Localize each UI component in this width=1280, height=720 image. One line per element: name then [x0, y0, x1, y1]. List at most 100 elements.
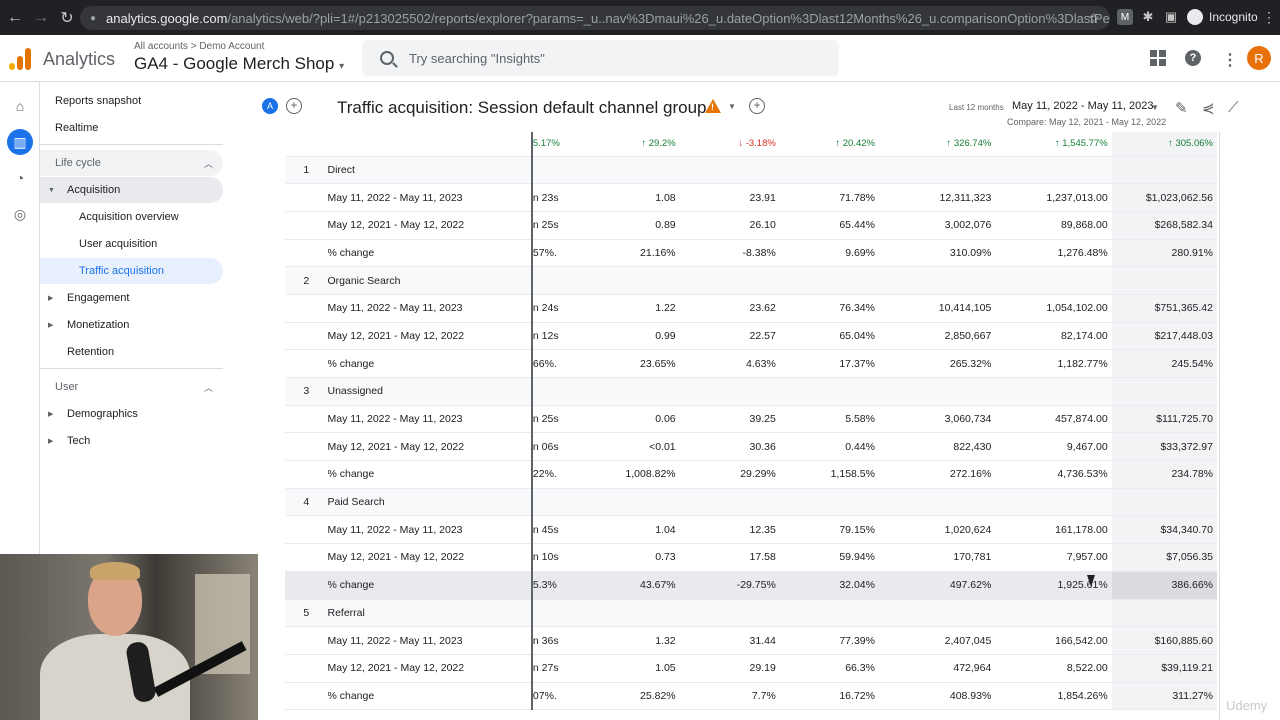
table-cell	[878, 266, 996, 295]
warning-icon[interactable]	[705, 99, 721, 113]
reload-icon[interactable]: ↻	[60, 9, 74, 27]
channel-row[interactable]: 1 Direct	[285, 156, 1217, 185]
sidebar-section-life-cycle[interactable]: Life cycle ︿	[40, 150, 223, 176]
more-vert-icon[interactable]: ⋮	[1222, 52, 1238, 69]
channel-row[interactable]: 5 Referral	[285, 599, 1217, 628]
channel-name[interactable]: Direct	[327, 156, 533, 185]
metric-cell: $751,365.42	[1111, 294, 1217, 323]
sidebar-item-demographics[interactable]: ▶ Demographics	[40, 401, 223, 427]
caret-right-icon: ▶	[48, 438, 54, 445]
table-row[interactable]: May 11, 2022 - May 11, 2023 n 36s 1.32 31.4…	[285, 626, 1217, 655]
table-cell	[531, 266, 578, 295]
table-cell	[285, 183, 328, 212]
date-range-picker[interactable]: May 11, 2022 - May 11, 2023	[1012, 100, 1154, 112]
presenter-hair	[90, 562, 140, 580]
sidebar-item-tech[interactable]: ▶ Tech	[40, 428, 223, 454]
apps-grid-icon[interactable]	[1150, 50, 1166, 66]
add-comparison-icon[interactable]: +	[286, 98, 302, 114]
table-row[interactable]: May 12, 2021 - May 12, 2022 n 06s <0.01 30.…	[285, 432, 1217, 462]
metric-cell: 29.19	[679, 654, 780, 683]
analytics-logo[interactable]	[9, 48, 31, 70]
sidebar-item-label: Reports snapshot	[55, 95, 142, 107]
address-bar[interactable]: ● analytics.google.com /analytics/web/?p…	[80, 6, 1110, 30]
row-label: May 11, 2022 - May 11, 2023	[327, 626, 533, 655]
compare-range: Compare: May 12, 2021 - May 12, 2022	[1007, 117, 1167, 127]
table-row[interactable]: May 11, 2022 - May 11, 2023 n 45s 1.04 12.3…	[285, 515, 1217, 545]
sidebar-section-user[interactable]: User ︿	[40, 374, 223, 400]
search-input[interactable]: Try searching "Insights"	[362, 40, 839, 76]
channel-row[interactable]: 2 Organic Search	[285, 266, 1217, 295]
table-cell	[995, 488, 1112, 517]
channel-name[interactable]: Paid Search	[327, 488, 533, 517]
table-row[interactable]: % change 5.3% 43.67% -29.75% 32.04% 497.62% 1,…	[285, 571, 1217, 600]
back-icon[interactable]: ←	[7, 8, 23, 26]
totals-change-value: 20.42%	[842, 138, 875, 150]
table-cell	[1111, 377, 1217, 406]
table-cell	[285, 432, 328, 462]
add-filter-icon[interactable]: +	[749, 98, 765, 114]
table-row[interactable]: % change .07% 25.82% 7.7% 16.72% 408.93% 1,854…	[285, 682, 1217, 711]
metric-cell: 65.04%	[779, 322, 879, 351]
property-selector[interactable]: GA4 - Google Merch Shop ▾	[134, 54, 344, 74]
customize-report-icon[interactable]: ✎	[1175, 100, 1188, 117]
table-row[interactable]: May 12, 2021 - May 12, 2022 n 27s 1.05 29.1…	[285, 654, 1217, 683]
data-table: 5.17% ↑ 29.2% ↓ -3.18% ↑ 20.42% ↑ 326.74% ↑ 1…	[285, 132, 1217, 711]
table-cell	[995, 266, 1112, 295]
table-cell	[577, 599, 680, 628]
chevron-down-icon[interactable]: ▼	[728, 102, 736, 111]
reports-icon[interactable]: ▥	[7, 129, 33, 155]
sidebar-item-traffic-acquisition[interactable]: Traffic acquisition	[40, 258, 223, 284]
sidebar-divider	[40, 368, 223, 369]
advertising-icon[interactable]: ◎	[13, 205, 27, 222]
chevron-down-icon[interactable]: ▼	[1151, 103, 1159, 112]
sidebar-item-engagement[interactable]: ▶ Engagement	[40, 285, 223, 311]
table-row[interactable]: % change .66% 23.65% 4.63% 17.37% 265.32% 1,18…	[285, 349, 1217, 378]
channel-row[interactable]: 4 Paid Search	[285, 488, 1217, 517]
extension-m-icon[interactable]: M	[1117, 9, 1133, 25]
table-row[interactable]: May 12, 2021 - May 12, 2022 n 25s 0.89 26.1…	[285, 211, 1217, 240]
table-row[interactable]: May 11, 2022 - May 11, 2023 n 25s 0.06 39.2…	[285, 405, 1217, 434]
metric-cell: 280.91%	[1111, 239, 1217, 268]
sidebar-item-user-acquisition[interactable]: User acquisition	[40, 231, 223, 257]
sidebar-item-reports-snapshot[interactable]: Reports snapshot	[40, 88, 223, 114]
home-icon[interactable]: ⌂	[15, 98, 25, 114]
metric-cell: 1,054,102.00	[995, 294, 1112, 323]
bookmark-star-icon[interactable]: ☆	[1087, 9, 1100, 26]
table-row[interactable]: May 12, 2021 - May 12, 2022 n 10s 0.73 17.5…	[285, 543, 1217, 572]
browser-menu-icon[interactable]: ⋮	[1262, 9, 1276, 25]
table-row[interactable]: May 11, 2022 - May 11, 2023 n 24s 1.22 23.6…	[285, 294, 1217, 323]
sidebar-item-retention[interactable]: Retention	[40, 339, 223, 365]
sidebar-item-acquisition[interactable]: ▼ Acquisition	[40, 177, 223, 203]
sidebar-section-label: User	[55, 381, 79, 393]
totals-change-cell: ↓ -3.18%	[679, 132, 780, 157]
help-icon[interactable]: ?	[1185, 50, 1201, 66]
avatar[interactable]: R	[1247, 46, 1271, 70]
metric-cell: $33,372.97	[1111, 432, 1217, 462]
table-row[interactable]: % change .22% 1,008.82% 29.29% 1,158.5% 272.1…	[285, 460, 1217, 489]
channel-name[interactable]: Unassigned	[327, 377, 533, 406]
table-row[interactable]: May 12, 2021 - May 12, 2022 n 12s 0.99 22.5…	[285, 322, 1217, 351]
metric-cell: 43.67%	[577, 571, 680, 600]
breadcrumb[interactable]: All accounts > Demo Account	[134, 41, 265, 52]
sidebar-item-monetization[interactable]: ▶ Monetization	[40, 312, 223, 338]
metric-cell: 1,020,624	[878, 515, 996, 545]
insights-icon[interactable]: ⟋	[1228, 99, 1239, 116]
metric-cell: n 36s	[531, 626, 578, 655]
table-cell	[1111, 266, 1217, 295]
table-cell	[1111, 599, 1217, 628]
channel-name[interactable]: Organic Search	[327, 266, 533, 295]
incognito-indicator[interactable]: Incognito	[1187, 9, 1258, 25]
sidebar-item-acquisition-overview[interactable]: Acquisition overview	[40, 204, 223, 230]
table-row[interactable]: May 11, 2022 - May 11, 2023 n 23s 1.08 23.9…	[285, 183, 1217, 212]
extensions-puzzle-icon[interactable]: ✱	[1142, 9, 1154, 24]
side-panel-icon[interactable]: ▣	[1164, 9, 1178, 24]
share-icon[interactable]: ⋞	[1202, 100, 1215, 117]
comparison-badge[interactable]: A	[262, 98, 278, 114]
forward-icon[interactable]: →	[33, 8, 49, 26]
explore-icon[interactable]: ◔	[15, 170, 25, 186]
channel-row[interactable]: 3 Unassigned	[285, 377, 1217, 406]
sidebar-item-realtime[interactable]: Realtime	[40, 115, 223, 141]
table-row[interactable]: % change .57% 21.16% -8.38% 9.69% 310.09% 1,27…	[285, 239, 1217, 268]
channel-name[interactable]: Referral	[327, 599, 533, 628]
metric-cell: n 12s	[531, 322, 578, 351]
